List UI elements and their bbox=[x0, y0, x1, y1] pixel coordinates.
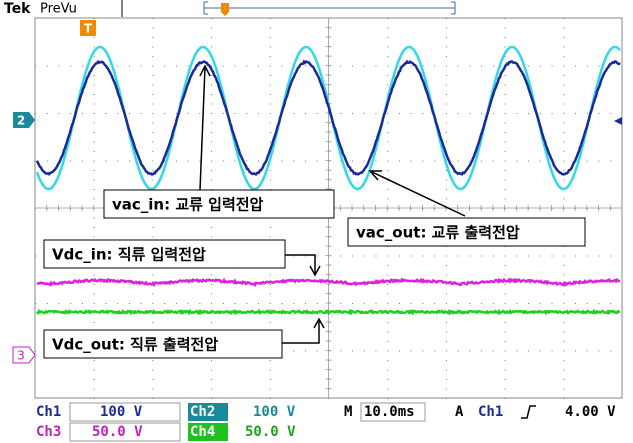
annotation: Vdc_in: 직류 입력전압 bbox=[52, 246, 206, 264]
trigger-source: Ch1 bbox=[478, 404, 503, 420]
brand: Tek bbox=[4, 1, 31, 17]
annotation: Vdc_out: 직류 출력전압 bbox=[52, 336, 218, 354]
ch1-label: Ch1 bbox=[36, 404, 61, 420]
ch2-marker-label: 2 bbox=[17, 114, 25, 128]
ch1-scale: 100 V bbox=[100, 404, 143, 420]
mode: PreVu bbox=[40, 2, 77, 17]
annotation: vac_out: 교류 출력전압 bbox=[356, 224, 520, 242]
ch2-scale: 100 V bbox=[253, 404, 296, 420]
ch3-label: Ch3 bbox=[36, 424, 61, 440]
trigger-mode: A bbox=[455, 404, 464, 420]
annotation: vac_in: 교류 입력전압 bbox=[112, 196, 264, 214]
ch2-label: Ch2 bbox=[190, 404, 215, 420]
ch4-label: Ch4 bbox=[190, 424, 215, 440]
timebase-label: M bbox=[344, 404, 352, 420]
oscilloscope-screen: Tek PreVu T 2 3 vac_in: 교류 입력전압 vac_out:… bbox=[0, 0, 633, 443]
ch3-marker-label: 3 bbox=[17, 349, 25, 363]
timebase: 10.0ms bbox=[364, 404, 415, 420]
trigger-marker-label: T bbox=[84, 22, 93, 36]
ch4-trace bbox=[37, 311, 620, 313]
ch3-scale: 50.0 V bbox=[92, 424, 143, 440]
ch4-scale: 50.0 V bbox=[245, 424, 296, 440]
trigger-level: 4.00 V bbox=[565, 404, 616, 420]
